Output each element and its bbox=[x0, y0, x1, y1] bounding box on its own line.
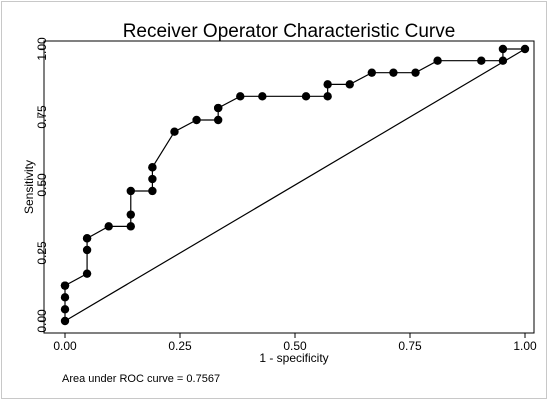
x-tick-label: 0.50 bbox=[283, 339, 307, 353]
roc-point bbox=[433, 56, 442, 65]
roc-point bbox=[258, 92, 267, 101]
roc-point bbox=[301, 92, 311, 101]
x-tick-label: 0.25 bbox=[168, 339, 192, 353]
roc-point bbox=[82, 234, 92, 243]
roc-point bbox=[82, 269, 92, 278]
x-axis: 0.00 0.25 0.50 0.75 1.00 bbox=[53, 333, 537, 353]
roc-point bbox=[148, 163, 157, 172]
roc-point bbox=[60, 293, 70, 302]
roc-point bbox=[60, 305, 70, 314]
roc-point bbox=[323, 80, 332, 89]
roc-point bbox=[213, 103, 223, 113]
roc-point bbox=[170, 127, 179, 136]
roc-point bbox=[148, 174, 157, 184]
roc-point bbox=[60, 281, 70, 290]
x-tick-label: 1.00 bbox=[513, 339, 537, 353]
x-axis-label: 1 - specificity bbox=[259, 351, 328, 365]
plot-frame bbox=[43, 40, 535, 334]
reference-line bbox=[64, 48, 526, 322]
roc-point bbox=[192, 115, 201, 125]
y-tick-label: 0.25 bbox=[35, 241, 49, 265]
auc-note: Area under ROC curve = 0.7567 bbox=[62, 373, 220, 385]
roc-point bbox=[126, 222, 135, 231]
roc-point bbox=[389, 68, 398, 77]
roc-point bbox=[323, 92, 332, 101]
x-tick-label: 0.75 bbox=[398, 339, 422, 353]
y-tick-label: 0.75 bbox=[35, 105, 49, 129]
roc-point bbox=[148, 186, 157, 196]
series-layer bbox=[60, 44, 530, 326]
roc-point bbox=[236, 92, 245, 101]
roc-point bbox=[498, 44, 508, 54]
roc-point bbox=[126, 186, 135, 196]
roc-point bbox=[213, 115, 223, 125]
y-tick-label: 1.00 bbox=[35, 37, 49, 61]
x-tick-label: 0.00 bbox=[53, 339, 77, 353]
y-axis-label: Sensitivity bbox=[22, 160, 36, 214]
y-axis: 0.00 0.25 0.50 0.75 1.00 bbox=[35, 37, 49, 333]
roc-point bbox=[498, 56, 508, 65]
y-tick-label: 0.00 bbox=[35, 309, 49, 333]
roc-point bbox=[345, 80, 354, 89]
roc-point bbox=[104, 222, 113, 231]
roc-point bbox=[60, 316, 70, 326]
y-tick-label: 0.50 bbox=[35, 173, 49, 197]
roc-point bbox=[367, 68, 377, 77]
roc-point bbox=[411, 68, 420, 77]
roc-point bbox=[477, 56, 486, 65]
roc-point bbox=[82, 245, 92, 255]
chart-title: Receiver Operator Characteristic Curve bbox=[123, 21, 456, 42]
roc-point bbox=[520, 44, 530, 54]
roc-point bbox=[126, 210, 135, 219]
